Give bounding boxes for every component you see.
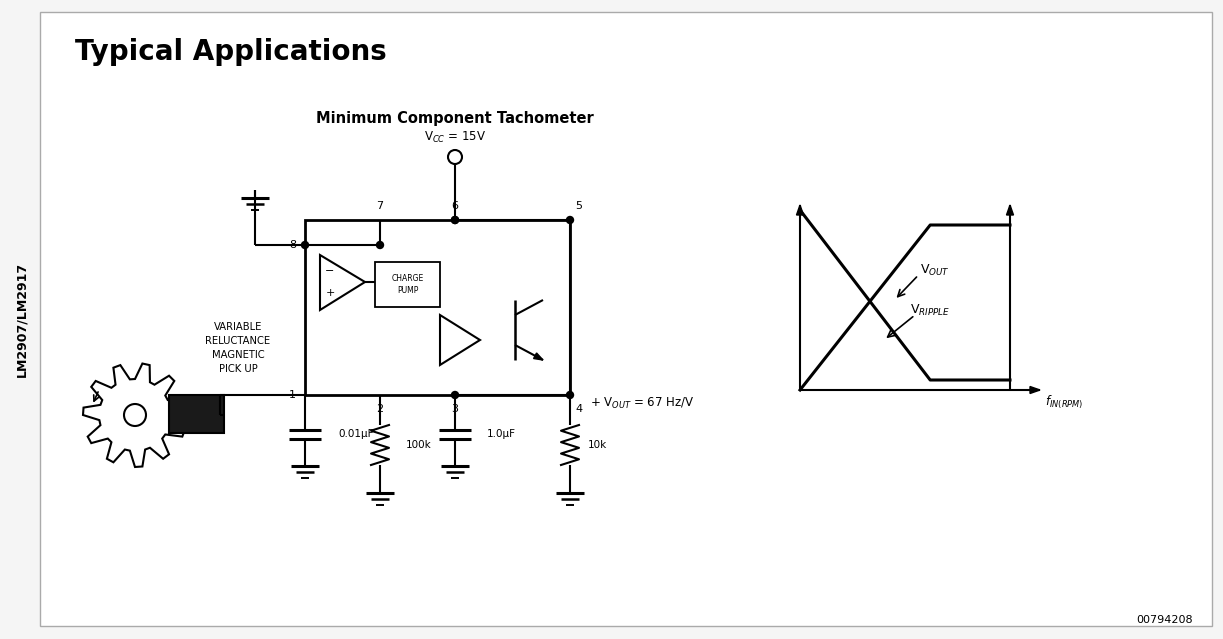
Text: VARIABLE
RELUCTANCE
MAGNETIC
PICK UP: VARIABLE RELUCTANCE MAGNETIC PICK UP: [205, 322, 270, 374]
Polygon shape: [533, 353, 543, 360]
Circle shape: [448, 150, 462, 164]
Text: 5: 5: [575, 201, 582, 211]
Circle shape: [451, 217, 459, 224]
Circle shape: [377, 242, 384, 249]
Text: 0.01μF: 0.01μF: [338, 429, 373, 439]
Circle shape: [566, 392, 574, 399]
Text: LM2907/LM2917: LM2907/LM2917: [16, 261, 28, 376]
Bar: [375, 262, 440, 307]
Circle shape: [302, 242, 308, 249]
Text: 6: 6: [451, 201, 459, 211]
Text: 3: 3: [451, 404, 459, 414]
Text: V$_{OUT}$: V$_{OUT}$: [921, 263, 950, 277]
Bar: [169, 395, 224, 433]
Circle shape: [566, 217, 574, 224]
Text: 2: 2: [377, 404, 384, 414]
Text: 100k: 100k: [406, 440, 432, 450]
Text: Minimum Component Tachometer: Minimum Component Tachometer: [316, 111, 594, 125]
Text: + V$_{OUT}$ = 67 Hz/V: + V$_{OUT}$ = 67 Hz/V: [589, 396, 695, 410]
Text: 1: 1: [289, 390, 296, 400]
Text: 8: 8: [289, 240, 296, 250]
Text: V$_{RIPPLE}$: V$_{RIPPLE}$: [910, 302, 950, 318]
Text: 4: 4: [575, 404, 582, 414]
Text: 00794208: 00794208: [1136, 615, 1192, 625]
Polygon shape: [796, 205, 804, 215]
Circle shape: [451, 392, 459, 399]
Polygon shape: [320, 255, 364, 310]
Text: V$_{CC}$ = 15V: V$_{CC}$ = 15V: [424, 130, 486, 145]
Text: 1.0μF: 1.0μF: [487, 429, 516, 439]
Text: 7: 7: [377, 201, 384, 211]
Text: CHARGE
PUMP: CHARGE PUMP: [391, 274, 423, 295]
Text: −: −: [325, 266, 335, 276]
Bar: [305, 220, 570, 395]
Circle shape: [124, 404, 146, 426]
Text: +: +: [325, 288, 335, 298]
Polygon shape: [83, 364, 186, 467]
Circle shape: [451, 217, 459, 224]
Polygon shape: [440, 315, 479, 365]
Polygon shape: [1007, 205, 1014, 215]
Text: f$_{IN(RPM)}$: f$_{IN(RPM)}$: [1044, 393, 1084, 411]
Polygon shape: [1030, 387, 1040, 394]
Text: 10k: 10k: [588, 440, 608, 450]
Text: Typical Applications: Typical Applications: [75, 38, 386, 66]
